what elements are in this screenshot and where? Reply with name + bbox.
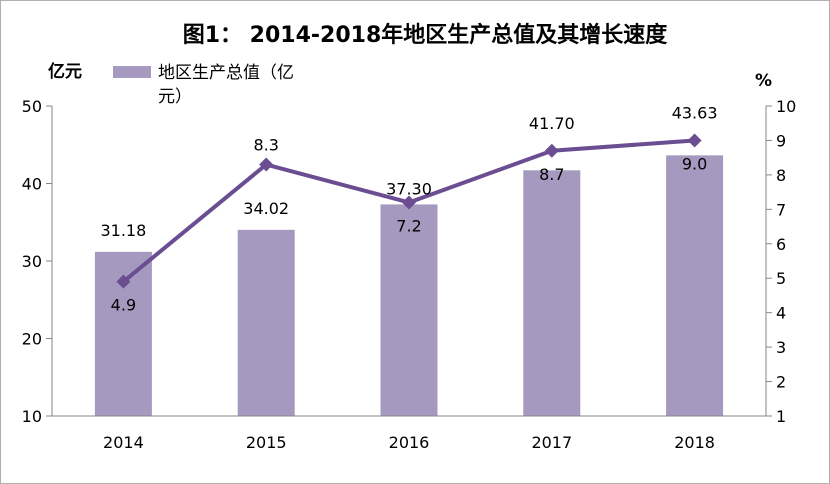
legend-label-line2: 元）: [158, 87, 192, 107]
x-tick-label-2016: 2016: [389, 433, 430, 452]
legend: 地区生产总值（亿 元）: [113, 63, 294, 107]
right-tick-label-5: 6: [776, 235, 786, 254]
growth-label-2014: 4.9: [111, 296, 136, 315]
growth-marker-2016: [402, 195, 416, 210]
bar-label-2015: 34.02: [243, 199, 289, 218]
right-tick-label-0: 1: [776, 407, 786, 426]
growth-marker-2015: [259, 157, 274, 172]
bar-2018: [666, 155, 724, 416]
x-tick-label-2014: 2014: [103, 433, 144, 452]
growth-label-2018: 9.0: [682, 154, 707, 173]
right-tick-label-8: 9: [776, 131, 786, 150]
bar-label-2017: 41.70: [529, 114, 575, 133]
x-tick-label-2018: 2018: [674, 433, 715, 452]
bar-label-2018: 43.63: [672, 103, 718, 122]
legend-swatch-bar: [113, 66, 151, 78]
right-tick-label-6: 7: [776, 200, 786, 219]
bar-2015: [237, 229, 295, 416]
left-tick-label-4: 50: [22, 97, 42, 116]
growth-label-2016: 7.2: [396, 216, 421, 235]
bar-2017: [523, 170, 581, 416]
right-tick-label-4: 5: [776, 269, 786, 288]
right-tick-label-7: 8: [776, 166, 786, 185]
x-tick-label-2015: 2015: [246, 433, 287, 452]
left-tick-label-3: 40: [22, 175, 42, 194]
legend-label-line1: 地区生产总值（亿: [158, 63, 294, 83]
right-tick-label-3: 4: [776, 304, 786, 323]
growth-label-2017: 8.7: [539, 165, 564, 184]
right-tick-label-1: 2: [776, 373, 786, 392]
left-tick-label-1: 20: [22, 330, 42, 349]
bar-2016: [380, 204, 438, 416]
bar-label-2016: 37.30: [386, 179, 432, 198]
chart-title: 图1： 2014-2018年地区生产总值及其增长速度: [183, 22, 669, 48]
right-tick-label-9: 10: [776, 97, 796, 116]
left-tick-label-0: 10: [22, 407, 42, 426]
left-axis-unit: 亿元: [48, 61, 82, 82]
right-tick-label-2: 3: [776, 338, 786, 357]
growth-label-2015: 8.3: [253, 136, 278, 155]
plot-area: 10 20 30 40 50 1 2 3 4 5 6 7 8 9 10 2014 2015 2016 2017 201…: [22, 97, 797, 452]
x-tick-label-2017: 2017: [531, 433, 572, 452]
growth-marker-2014: [116, 274, 131, 289]
right-axis-unit: %: [755, 71, 772, 91]
growth-marker-2017: [544, 143, 559, 158]
bar-label-2014: 31.18: [100, 221, 146, 240]
growth-marker-2018: [687, 133, 702, 148]
left-tick-label-2: 30: [22, 252, 42, 271]
